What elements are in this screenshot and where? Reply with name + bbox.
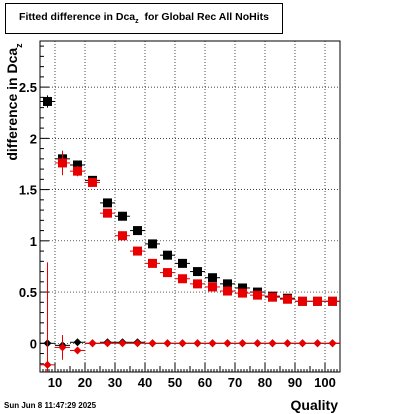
- data-point-square: [253, 290, 262, 300]
- data-point-square: [88, 177, 97, 187]
- x-tick-label: 70: [228, 375, 242, 390]
- data-layer: [40, 95, 340, 372]
- data-point-square: [118, 211, 127, 221]
- data-point-diamond: [328, 339, 337, 348]
- chart-title-main: Fitted difference in Dca: [19, 11, 136, 23]
- data-point-diamond: [238, 339, 247, 348]
- chart-title: Fitted difference in Dcaz for Global Rec…: [6, 4, 282, 33]
- data-point-square: [268, 292, 277, 302]
- data-point-square: [133, 246, 142, 256]
- x-tick-label: 30: [108, 375, 122, 390]
- y-axis-label-main: difference in Dca: [4, 48, 20, 161]
- y-tick-label: 2.5: [19, 80, 37, 95]
- data-point-diamond: [73, 338, 82, 347]
- data-point-square: [133, 226, 142, 236]
- data-point-square: [313, 296, 322, 306]
- x-tick-label: 20: [78, 375, 92, 390]
- data-point-square: [238, 283, 247, 293]
- data-point-square: [238, 288, 247, 298]
- x-tick-label: 60: [198, 375, 212, 390]
- data-point-diamond: [283, 339, 292, 348]
- data-point-square: [58, 158, 67, 168]
- axes-layer: 10 20 30 40 50 60 70 80 90 100 0 0.5 1 1.5 2 2.5: [19, 40, 341, 390]
- data-point-square: [328, 296, 337, 306]
- data-point-diamond: [163, 339, 172, 348]
- data-point-diamond: [43, 360, 52, 369]
- data-point-diamond: [268, 339, 277, 348]
- data-point-diamond: [313, 339, 322, 348]
- data-point-square: [208, 282, 217, 292]
- x-tick-label: 90: [288, 375, 302, 390]
- data-point-square: [298, 296, 307, 306]
- data-point-diamond: [298, 339, 307, 348]
- data-point-diamond: [253, 339, 262, 348]
- data-point-square: [178, 274, 187, 284]
- data-point-square: [73, 166, 82, 176]
- y-axis-label-subscript: z: [14, 43, 24, 48]
- data-point-square: [163, 250, 172, 260]
- data-point-square: [148, 239, 157, 249]
- x-tick-label: 10: [48, 375, 62, 390]
- data-point-diamond: [58, 343, 67, 352]
- chart-title-suffix: for Global Rec All NoHits: [144, 11, 269, 23]
- data-point-square: [148, 258, 157, 268]
- y-tick-label: 2: [30, 131, 37, 146]
- x-tick-label: 40: [138, 375, 152, 390]
- data-point-square: [73, 160, 82, 170]
- data-point-diamond: [178, 339, 187, 348]
- x-tick-label: 100: [314, 375, 336, 390]
- y-tick-label: 0.5: [19, 285, 37, 300]
- data-point-square: [103, 198, 112, 208]
- data-point-square: [178, 258, 187, 268]
- chart-title-subscript: z: [135, 18, 139, 26]
- data-point-diamond: [73, 346, 82, 355]
- data-point-diamond: [118, 339, 127, 348]
- data-point-diamond: [103, 339, 112, 348]
- data-point-diamond: [193, 339, 202, 348]
- data-point-square: [193, 267, 202, 277]
- data-point-diamond: [88, 339, 97, 348]
- timestamp: Sun Jun 8 11:47:29 2025: [4, 401, 97, 410]
- data-point-square: [223, 279, 232, 289]
- data-point-square: [283, 294, 292, 304]
- x-axis-label: Quality: [290, 397, 338, 413]
- chart-title-box: Fitted difference in Dcaz for Global Rec…: [5, 3, 283, 34]
- x-tick-label: 50: [168, 375, 182, 390]
- data-point-diamond: [223, 339, 232, 348]
- y-tick-label: 1: [30, 234, 37, 249]
- data-point-square: [208, 273, 217, 283]
- data-point-diamond: [208, 339, 217, 348]
- x-tick-label: 80: [258, 375, 272, 390]
- data-point-square: [223, 286, 232, 296]
- data-point-square: [118, 231, 127, 241]
- y-tick-label: 0: [30, 336, 37, 351]
- grid-layer: [40, 41, 340, 372]
- y-tick-label: 1.5: [19, 183, 37, 198]
- data-point-square: [163, 268, 172, 278]
- data-point-square: [193, 279, 202, 289]
- y-axis-label: difference in Dcaz: [4, 43, 24, 161]
- data-point-diamond: [148, 339, 157, 348]
- data-point-diamond: [133, 339, 142, 348]
- data-point-square: [43, 96, 52, 106]
- data-point-square: [103, 208, 112, 218]
